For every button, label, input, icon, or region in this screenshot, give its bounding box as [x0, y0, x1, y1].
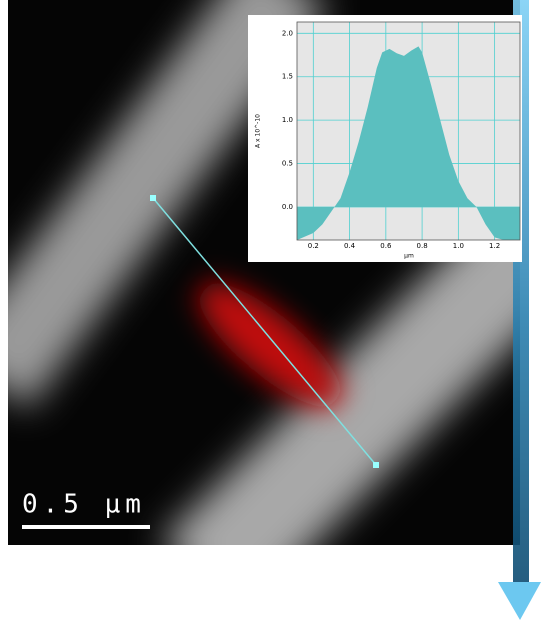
y-axis-label: A x 10^-10 [255, 114, 262, 148]
y-tick-label: 1.5 [282, 73, 293, 81]
y-tick-label: 1.0 [282, 116, 293, 124]
x-tick-label: 1.0 [453, 242, 464, 250]
x-axis-label: µm [404, 253, 414, 260]
scale-bar-label: 0.5 µm [22, 490, 146, 520]
page: 0.5 µm µm A x 10^-10 0.2 0.4 0.6 0.8 1.0 1.2 0… [0, 0, 541, 622]
y-tick-label: 0.0 [282, 203, 293, 211]
x-tick-label: 0.6 [380, 242, 392, 250]
x-tick-label: 1.2 [489, 242, 500, 250]
x-tick-label: 0.8 [417, 242, 428, 250]
y-tick-label: 0.5 [282, 160, 293, 168]
x-tick-label: 0.4 [344, 242, 356, 250]
y-tick-label: 2.0 [282, 29, 293, 37]
scale-bar [22, 525, 150, 529]
x-tick-label: 0.2 [308, 242, 319, 250]
